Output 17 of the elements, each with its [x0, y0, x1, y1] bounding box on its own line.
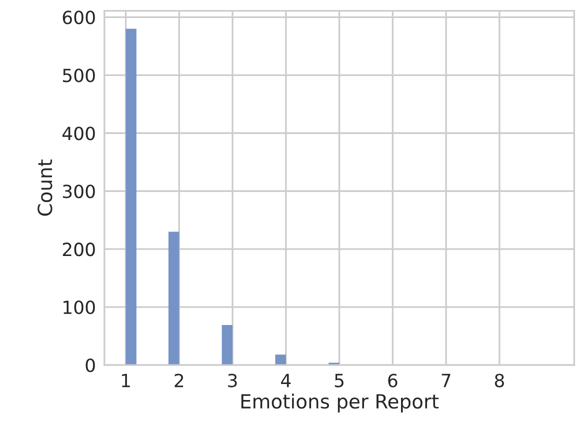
y-axis-title: Count [38, 160, 52, 216]
y-tick-label: 400 [62, 126, 95, 140]
x-axis-title: Emotions per Report [241, 394, 439, 412]
y-tick-label: 200 [62, 242, 95, 256]
y-tick-label: 100 [64, 300, 95, 314]
x-tick-label: 4 [281, 374, 291, 388]
x-tick-label: 7 [442, 374, 450, 388]
y-tick-label: 500 [62, 68, 95, 82]
y-tick-label: 0 [86, 358, 95, 372]
x-tick-label: 1 [122, 374, 130, 388]
x-tick-label: 8 [494, 374, 504, 388]
x-tick-label: 3 [228, 374, 237, 388]
y-tick-label: 600 [62, 10, 95, 24]
x-tick-label: 5 [334, 374, 344, 388]
x-tick-label: 6 [388, 374, 398, 388]
y-tick-label: 300 [62, 184, 95, 198]
x-tick-label: 2 [174, 374, 184, 388]
